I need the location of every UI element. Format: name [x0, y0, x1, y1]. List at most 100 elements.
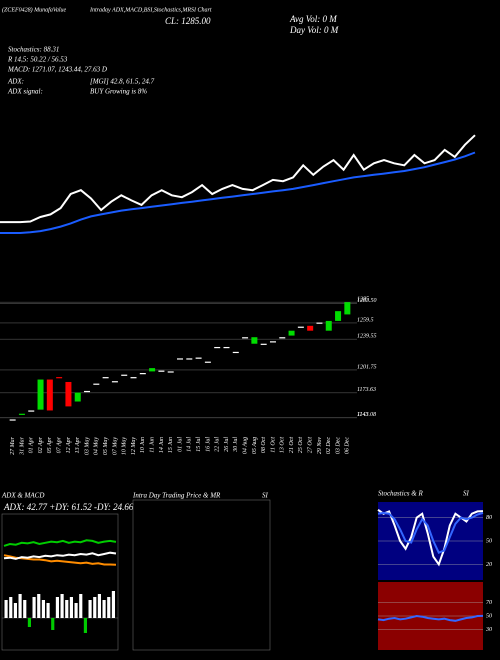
candle: [56, 377, 63, 379]
panel-frame: [132, 499, 271, 651]
y-tick-label: 20: [486, 562, 492, 568]
y-tick-label: 1143: [357, 411, 369, 418]
x-tick-label: 15 Jun: [168, 437, 174, 453]
x-tick-label: 21 Oct: [289, 437, 295, 453]
x-tick-label: 14 Jul: [186, 437, 193, 452]
macd: MACD: 1271.07, 1243.44, 27.63 D: [7, 66, 107, 74]
candle: [251, 337, 258, 344]
candle: [102, 377, 109, 379]
histogram-bar: [74, 603, 78, 618]
histogram-bar: [23, 600, 27, 618]
histogram-bar: [97, 594, 101, 618]
histogram-bar: [37, 594, 41, 618]
candle: [195, 357, 202, 359]
candle: [139, 373, 146, 375]
histogram-bar: [13, 603, 17, 618]
candle: [242, 337, 249, 339]
candle: [46, 379, 53, 411]
x-tick-label: 04 Aug: [241, 437, 248, 454]
candle: [288, 330, 295, 336]
x-tick-label: 02 Dec: [326, 437, 332, 454]
x-tick-label: 03 May: [84, 437, 90, 455]
histogram-bar: [9, 597, 13, 618]
candle: [269, 341, 276, 343]
y-tick-label: 1239.55: [357, 334, 377, 340]
candle: [214, 346, 221, 349]
x-tick-label: 10 May: [122, 437, 128, 455]
line-series: [377, 511, 484, 554]
x-tick-label: 16 Jul: [205, 437, 211, 452]
candle: [260, 343, 267, 345]
candle: [18, 413, 25, 415]
histogram-bar: [65, 600, 69, 618]
x-tick-label: 04 May: [93, 437, 100, 455]
candle: [121, 374, 128, 376]
candle: [158, 370, 165, 372]
panel-title: ADX & MACD: [1, 492, 44, 500]
x-tick-label: 12 Apr: [66, 436, 72, 453]
panel-title: Stochastics & R: [378, 490, 423, 498]
y-tick-label: 1201.75: [357, 364, 377, 370]
histogram-bar: [4, 600, 8, 618]
candle: [28, 410, 35, 412]
x-tick-label: 26 Jul: [224, 437, 230, 452]
x-tick-label: 15 Jul: [196, 437, 202, 452]
x-tick-label: 12 May: [131, 437, 137, 455]
candle: [65, 381, 72, 407]
histogram-bar: [93, 597, 97, 618]
avg-vol: Avg Vol: 0 M: [289, 14, 337, 24]
candle: [167, 371, 174, 373]
subtitle: Intraday ADX,MACD,BSI,Stochastics,MRSI C…: [89, 7, 212, 13]
title: (ZCEF0428) MunafaValue: [2, 6, 66, 13]
histogram-bar: [79, 594, 83, 618]
buy-signal: BUY Growing is 8%: [90, 88, 147, 96]
candle: [74, 392, 81, 402]
x-tick-label: 05 May: [103, 437, 109, 455]
candle: [149, 368, 156, 372]
candle: [344, 302, 351, 315]
x-tick-label: 31 Mar: [19, 436, 25, 455]
panel-frame: [1, 513, 119, 651]
histogram-bar: [83, 618, 87, 633]
x-tick-label: 03 Dec: [335, 437, 341, 454]
x-tick-label: 02 Apr: [38, 436, 44, 453]
candle: [297, 326, 304, 328]
x-tick-label: 29 Nov: [317, 437, 323, 455]
stochastics: Stochastics: 88.31: [8, 46, 59, 54]
candle: [232, 351, 239, 354]
candle: [93, 383, 100, 385]
x-tick-label: 13 Apr: [75, 436, 81, 453]
y-tick-label: 50: [486, 613, 492, 619]
candle: [130, 377, 137, 379]
line-series: [0, 134, 476, 224]
x-tick-label: 07 Apr: [57, 436, 63, 453]
panel-title: SI: [262, 492, 269, 500]
y-tick-label: 1259.5: [357, 317, 374, 323]
candle: [177, 358, 183, 360]
candle: [316, 322, 323, 324]
candle: [307, 325, 314, 331]
adx-signal: ADX signal:: [7, 88, 43, 96]
x-tick-label: 30 Jul: [233, 437, 239, 453]
candle: [204, 361, 211, 363]
histogram-bar: [60, 594, 64, 618]
histogram-bar: [41, 600, 45, 618]
line-series: [3, 551, 117, 560]
x-tick-label: 22 Jul: [215, 437, 221, 452]
x-tick-label: 05 Apr: [47, 436, 53, 453]
x-tick-label: 01 Jul: [177, 437, 183, 452]
x-tick-label: 07 May: [112, 437, 118, 455]
histogram-bar: [88, 600, 92, 618]
y-tick-label: 70: [486, 600, 492, 606]
histogram-bar: [111, 591, 115, 618]
mgi: [MGI] 42.8, 61.5, 24.7: [90, 78, 155, 86]
histogram-bar: [18, 594, 22, 618]
line-series: [377, 614, 484, 622]
candle: [223, 346, 230, 349]
histogram-bar: [102, 600, 106, 618]
day-vol: Day Vol: 0 M: [289, 25, 339, 35]
panel-title: SI: [463, 490, 470, 498]
candle: [335, 311, 342, 321]
